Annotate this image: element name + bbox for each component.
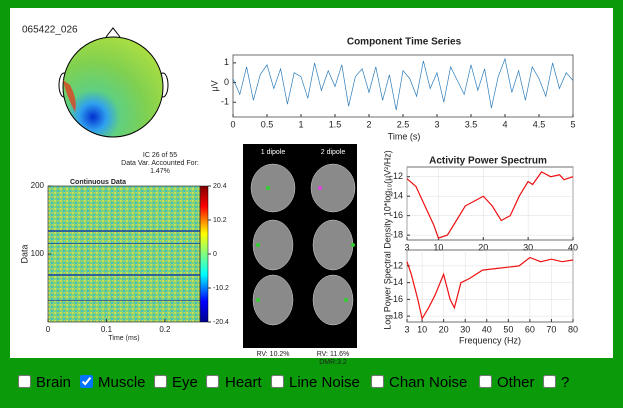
x-tick-label: 4.5 xyxy=(533,119,546,129)
label-text[interactable]: Line Noise xyxy=(289,374,360,391)
image-stripes xyxy=(48,230,200,301)
variance-value: 1.47% xyxy=(150,168,170,175)
y-tick-label: -16 xyxy=(390,210,403,220)
colorbar-tick-label: 0 xyxy=(213,251,217,258)
colorbar-tick-label: 20.4 xyxy=(213,183,227,190)
y-tick-label: -1 xyxy=(221,97,229,107)
label-text[interactable]: Brain xyxy=(36,374,72,391)
y-tick-label: -18 xyxy=(390,311,403,321)
x-tick-label: 0 xyxy=(230,119,235,129)
x-axis-label: Frequency (Hz) xyxy=(459,335,521,345)
x-tick-label: 40 xyxy=(568,242,578,252)
y-tick-label: -12 xyxy=(390,171,403,181)
x-tick-label: 50 xyxy=(503,324,513,334)
x-tick-label: 5 xyxy=(570,119,575,129)
dmr-label: DMR:3.2 xyxy=(319,359,347,366)
x-tick-label: 3 xyxy=(404,324,409,334)
colorbar xyxy=(199,185,209,323)
y-axis-label: μV xyxy=(209,80,219,91)
dipole-label: 2 dipole xyxy=(321,149,346,156)
label-checkbox[interactable] xyxy=(543,375,556,388)
x-tick-label: 60 xyxy=(525,324,535,334)
x-tick-label: 1.5 xyxy=(329,119,342,129)
x-tick-label: 20 xyxy=(478,242,488,252)
label-text[interactable]: Eye xyxy=(172,374,198,391)
x-tick-label: 30 xyxy=(523,242,533,252)
y-tick-label: -14 xyxy=(390,191,403,201)
x-tick-label: 10 xyxy=(417,324,427,334)
colorbar-tick-label: -20.4 xyxy=(213,319,229,326)
series-line xyxy=(232,57,574,111)
axes-frame xyxy=(406,249,574,323)
series-line xyxy=(406,256,574,321)
chart-title: Component Time Series xyxy=(347,37,462,48)
label-text[interactable]: Heart xyxy=(225,374,262,391)
x-tick-label: 20 xyxy=(439,324,449,334)
label-checkbox[interactable] xyxy=(154,375,167,388)
variance-label: Data Var. Accounted For: xyxy=(121,160,199,167)
x-tick-label: 1 xyxy=(298,119,303,129)
y-tick-label: -16 xyxy=(390,294,403,304)
x-tick-label: 0.1 xyxy=(101,325,113,334)
topoplot xyxy=(58,27,169,138)
component-id: 065422_026 xyxy=(22,25,78,36)
y-axis-label: Log Power Spectral Density 10*log₁₀(µV²/… xyxy=(382,150,392,330)
x-tick-label: 70 xyxy=(546,324,556,334)
x-tick-label: 3 xyxy=(434,119,439,129)
x-tick-label: 0 xyxy=(46,325,51,334)
x-tick-label: 3 xyxy=(404,242,409,252)
x-tick-label: 10 xyxy=(433,242,443,252)
x-tick-label: 40 xyxy=(482,324,492,334)
chart-title: Continuous Data xyxy=(70,179,126,186)
y-tick-label: -14 xyxy=(390,277,403,287)
x-axis-label: Time (s) xyxy=(388,131,421,141)
rv-label: RV: 11.6% xyxy=(317,351,350,358)
chart-title: Activity Power Spectrum xyxy=(429,156,547,167)
y-axis-label: Data xyxy=(19,244,29,263)
label-bar: Brain Muscle Eye Heart Line Noise Chan Noise O… xyxy=(0,372,623,398)
label-checkbox[interactable] xyxy=(479,375,492,388)
x-axis-label: Time (ms) xyxy=(108,335,139,342)
label-text[interactable]: Other xyxy=(497,374,535,391)
label-checkbox[interactable] xyxy=(18,375,31,388)
y-tick-label: -12 xyxy=(390,260,403,270)
label-text[interactable]: ? xyxy=(561,374,570,391)
x-tick-label: 0.2 xyxy=(159,325,171,334)
y-tick-label: 1 xyxy=(224,57,229,67)
x-tick-label: 4 xyxy=(502,119,507,129)
dipole-markers xyxy=(256,186,355,302)
x-tick-label: 80 xyxy=(568,324,578,334)
colorbar-tick-label: -10.2 xyxy=(213,285,229,292)
y-tick-label: 200 xyxy=(31,181,45,190)
continuous-image xyxy=(48,186,200,322)
rv-label: RV: 10.2% xyxy=(256,351,289,358)
series-line xyxy=(406,171,574,239)
label-checkbox[interactable] xyxy=(271,375,284,388)
dipole-label: 1 dipole xyxy=(261,149,286,156)
y-tick-label: 100 xyxy=(31,249,45,258)
x-tick-label: 0.5 xyxy=(261,119,274,129)
x-tick-label: 2 xyxy=(366,119,371,129)
x-tick-label: 2.5 xyxy=(397,119,410,129)
x-tick-label: 30 xyxy=(460,324,470,334)
label-text[interactable]: Muscle xyxy=(98,374,146,391)
brain-slices xyxy=(250,163,356,326)
y-tick-label: -18 xyxy=(390,230,403,240)
colorbar-tick-label: 10.2 xyxy=(213,217,227,224)
ic-label: IC 26 of 55 xyxy=(143,152,177,159)
label-text[interactable]: Chan Noise xyxy=(389,374,468,391)
label-checkbox[interactable] xyxy=(206,375,219,388)
figure: 065422_026 IC 26 of 55 Data Var. Account… xyxy=(19,25,578,366)
label-checkbox[interactable] xyxy=(371,375,384,388)
x-tick-label: 3.5 xyxy=(465,119,478,129)
label-checkbox[interactable] xyxy=(80,375,93,388)
y-tick-label: 0 xyxy=(224,77,229,87)
